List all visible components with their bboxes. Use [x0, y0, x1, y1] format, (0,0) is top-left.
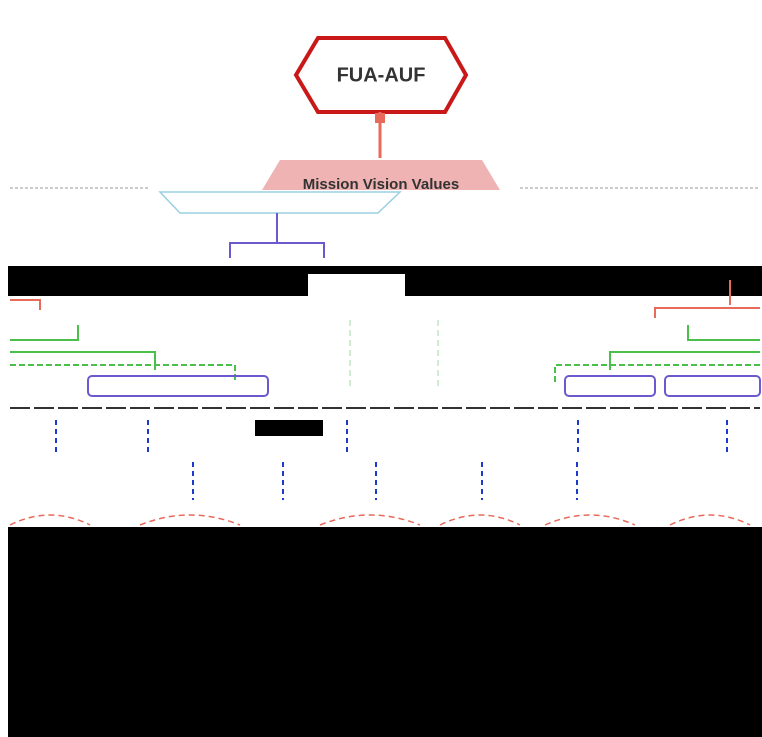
bracket: [10, 325, 79, 341]
bracket: [687, 325, 760, 341]
root-label: FUA-AUF: [337, 64, 426, 86]
arcs: [9, 514, 751, 526]
box: [87, 375, 269, 397]
bracket: [229, 242, 325, 258]
artifact: [8, 274, 308, 296]
box: [564, 375, 656, 397]
bracket: [554, 364, 760, 382]
bracket: [10, 299, 41, 310]
connectors: [55, 420, 728, 500]
connector-joint: [375, 113, 385, 123]
artifact: [255, 420, 323, 436]
sub-shape: [158, 191, 402, 214]
artifact: [8, 266, 762, 274]
root-node: [293, 36, 469, 114]
mission-label: Mission Vision Values: [303, 176, 459, 193]
artifact: [8, 527, 762, 737]
mission-node: [262, 160, 500, 190]
box: [664, 375, 761, 397]
artifact: [405, 274, 762, 296]
bracket: [654, 280, 760, 318]
